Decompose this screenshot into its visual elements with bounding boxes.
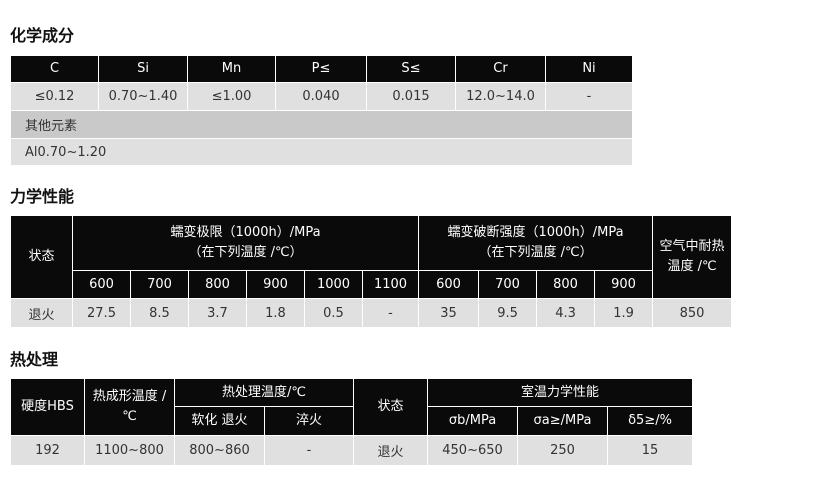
state-value: 退火: [10, 298, 73, 328]
rupture-value: 9.5: [478, 298, 538, 328]
air-value: 850: [652, 298, 733, 328]
sa-header: σa≥/MPa: [517, 406, 609, 436]
chem-header: P≤: [275, 55, 367, 83]
chem-header: Mn: [187, 55, 276, 83]
rupture-value: 4.3: [536, 298, 596, 328]
creep-sub: （在下列温度 /℃）: [188, 245, 303, 260]
heat-value: 退火: [353, 435, 429, 466]
chem-table: C Si Mn P≤ S≤ Cr Ni ≤0.12 0.70~1.40 ≤1.00 0.040 0.…: [10, 55, 633, 166]
soft-header: 软化 退火: [174, 406, 265, 436]
rupture-title: 蠕变破断强度（1000h）/MPa: [447, 225, 624, 240]
heat-value: 800~860: [174, 435, 265, 466]
chem-value: 0.70~1.40: [98, 82, 188, 111]
chem-header: S≤: [366, 55, 456, 83]
quench-header: 淬火: [263, 406, 355, 436]
chem-value: -: [545, 82, 633, 111]
creep-value: 3.7: [188, 298, 247, 328]
mech-table: 状态 蠕变极限（1000h）/MPa （在下列温度 /℃） 蠕变破断强度（1000…: [10, 215, 733, 328]
creep-temp: 800: [188, 270, 247, 299]
rupture-value: 35: [418, 298, 480, 328]
creep-temp: 1000: [304, 270, 363, 299]
chem-title: 化学成分: [10, 26, 75, 45]
heat-title: 热处理: [10, 350, 59, 369]
creep-value: 27.5: [72, 298, 131, 328]
room-header: 室温力学性能: [427, 378, 694, 407]
heat-value: 192: [10, 435, 85, 466]
creep-header: 蠕变极限（1000h）/MPa （在下列温度 /℃）: [71, 215, 420, 271]
rupture-temp: 600: [418, 270, 480, 299]
sb-header: σb/MPa: [427, 406, 519, 436]
heat-table: 硬度HBS 热成形温度 /℃ 热处理温度/℃ 状态 室温力学性能 软化 退火 淬火…: [10, 378, 694, 466]
heat-value: 250: [517, 435, 609, 466]
heat-value: 1100~800: [84, 435, 175, 466]
state-header: 状态: [10, 215, 73, 299]
creep-temp: 1100: [361, 270, 420, 299]
rupture-header: 蠕变破断强度（1000h）/MPa （在下列温度 /℃）: [418, 215, 654, 271]
chem-value: 12.0~14.0: [455, 82, 546, 111]
air-header: 空气中耐热温度 /℃: [652, 215, 733, 299]
rupture-temp: 700: [478, 270, 538, 299]
rupture-temp: 800: [536, 270, 596, 299]
creep-value: 1.8: [246, 298, 305, 328]
chem-header: Si: [98, 55, 188, 83]
heat-value: 15: [607, 435, 694, 466]
hardness-header: 硬度HBS: [10, 378, 85, 436]
creep-temp: 700: [130, 270, 189, 299]
creep-value: 0.5: [304, 298, 363, 328]
state-header: 状态: [353, 378, 429, 436]
chem-value: ≤1.00: [187, 82, 276, 111]
chem-header: Cr: [455, 55, 546, 83]
rupture-temp: 900: [594, 270, 654, 299]
rupture-value: 1.9: [594, 298, 654, 328]
heat-value: 450~650: [427, 435, 519, 466]
d5-header: δ5≥/%: [607, 406, 694, 436]
creep-value: -: [361, 298, 420, 328]
chem-value: 0.040: [275, 82, 367, 111]
chem-value: ≤0.12: [10, 82, 99, 111]
creep-value: 8.5: [130, 298, 189, 328]
other-elements-value: Al0.70~1.20: [10, 138, 633, 166]
treat-header: 热处理温度/℃: [173, 378, 355, 407]
forming-header: 热成形温度 /℃: [84, 378, 175, 436]
rupture-sub: （在下列温度 /℃）: [478, 245, 593, 260]
creep-temp: 900: [246, 270, 305, 299]
mech-title: 力学性能: [10, 187, 75, 206]
heat-value: -: [263, 435, 355, 466]
chem-value: 0.015: [366, 82, 456, 111]
creep-temp: 600: [72, 270, 131, 299]
creep-title: 蠕变极限（1000h）/MPa: [170, 225, 321, 240]
chem-header: Ni: [545, 55, 633, 83]
chem-header: C: [10, 55, 99, 83]
other-elements-label: 其他元素: [10, 110, 633, 139]
